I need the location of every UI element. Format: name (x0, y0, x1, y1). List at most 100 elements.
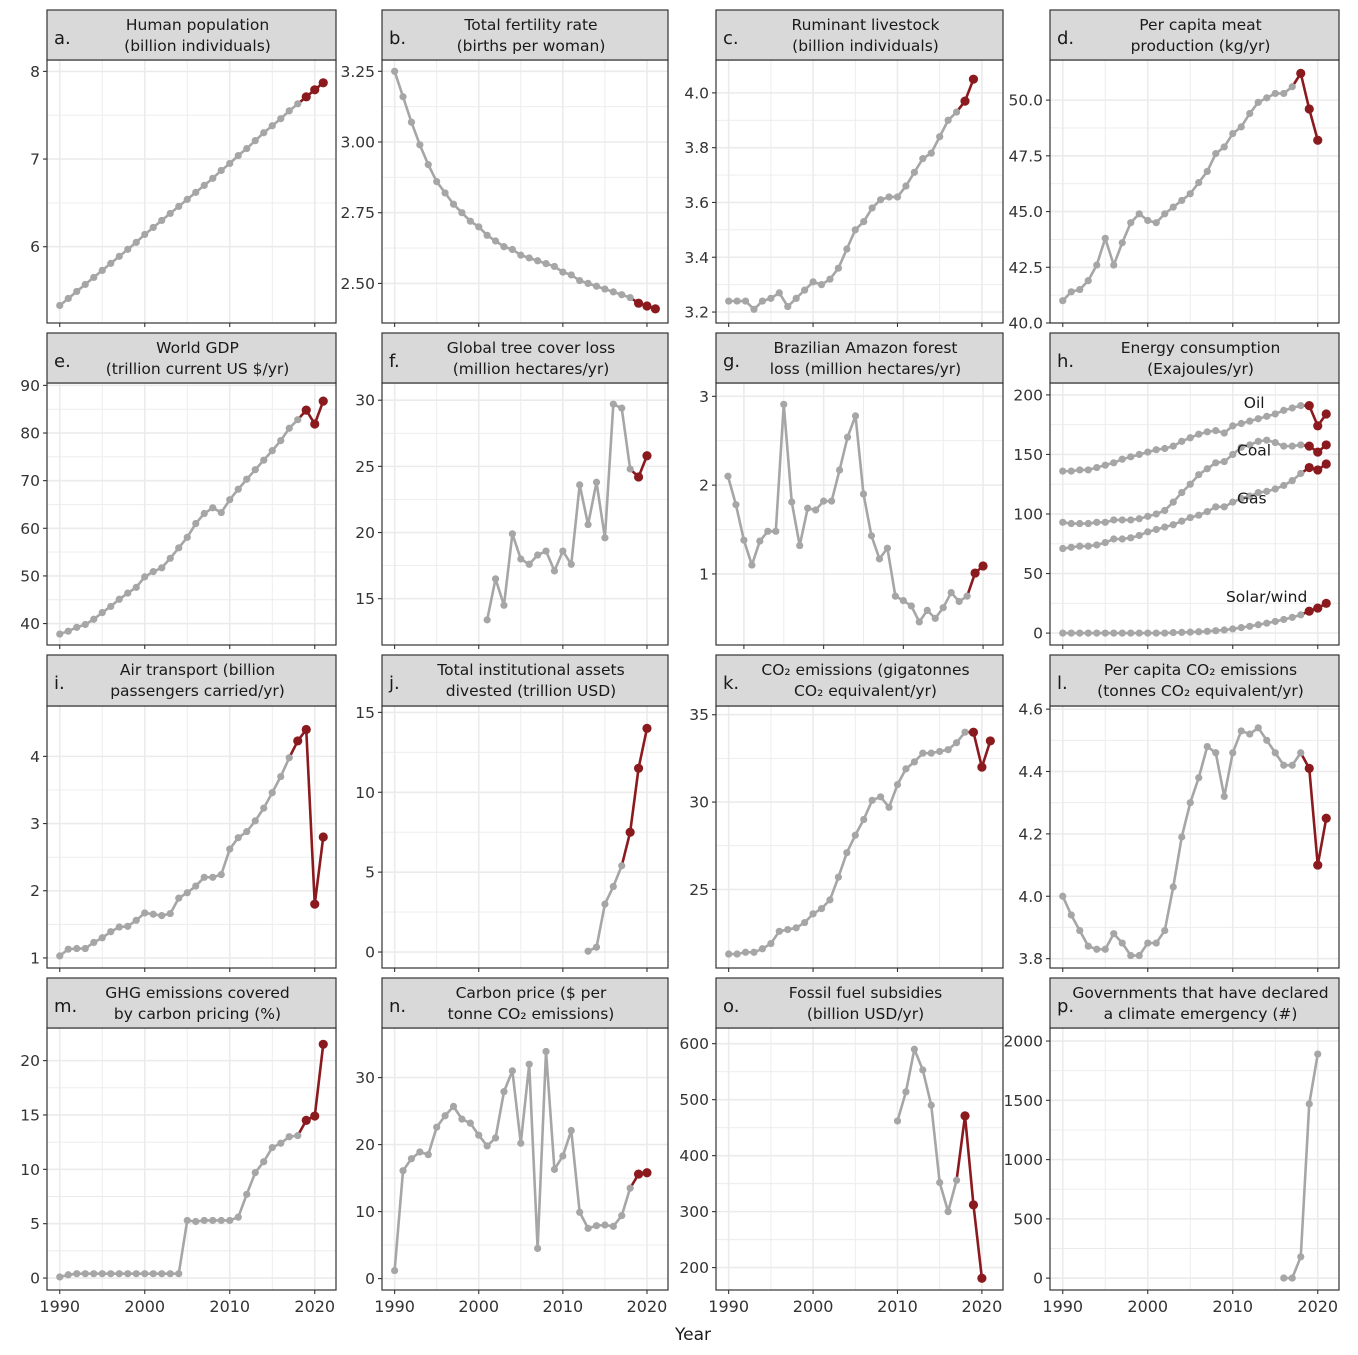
panel-l-series-0-point (1203, 742, 1211, 751)
panel-m-series-0-recent-point (301, 1115, 311, 1126)
panel-j-series-0-recent-point (642, 723, 652, 733)
panel-a-series-0-point (277, 115, 285, 123)
panel-f: Global tree cover loss (million hectares/… (355, 332, 669, 649)
panel-c-series-0-point (877, 196, 885, 204)
panel-m-series-0-point (124, 1270, 132, 1278)
panel-h-series-coal-recent-point (1304, 441, 1314, 451)
panel-h-series-coal-point (1144, 512, 1152, 520)
panel-m-series-0-point (226, 1216, 234, 1225)
panel-j-series-0-point (618, 862, 626, 870)
panel-i-plot-area (47, 706, 336, 968)
panel-h-ytick-label: 50 (1023, 565, 1043, 583)
panel-e-series-0-point (260, 456, 268, 464)
panel-k-series-0-point (741, 948, 750, 956)
panel-g-series-0-point (843, 433, 852, 441)
panel-k-series-0-point (936, 747, 944, 756)
panel-e-strip (46, 332, 337, 384)
panel-f-ytick-label: 25 (355, 458, 375, 476)
panel-k-series-0-point (784, 925, 792, 934)
panel-h-series-coal-point (1152, 510, 1160, 518)
panel-i-series-0-point (217, 871, 225, 879)
panel-h-series-coal-point (1118, 516, 1126, 524)
panel-m-series-0-point (251, 1168, 259, 1177)
panel-l-ytick-label: 4.4 (1018, 763, 1043, 781)
panel-n-series-0-point (449, 1102, 458, 1110)
panel-a-series-0-point (81, 280, 89, 289)
panel-i-series-0-point (285, 754, 293, 762)
panel-h-series-coal-point (1229, 450, 1237, 459)
panel-p-series-0-point (1280, 1274, 1288, 1282)
panel-c-series-0-point (826, 275, 834, 283)
panel-g-ytick-label: 1 (699, 565, 709, 583)
panel-c-plot-area (716, 60, 1003, 323)
panel-d-ytick-label: 42.5 (1008, 259, 1043, 277)
panel-a-series-0-point (64, 294, 72, 303)
panel-n-plot-area (382, 1028, 668, 1290)
panel-l-series-0-point (1212, 749, 1220, 757)
panel-b-title-line: (births per woman) (457, 37, 606, 55)
panel-b-series-0-point (525, 254, 533, 262)
panel-d-series-0-point (1263, 94, 1271, 102)
panel-n-series-0-point (550, 1165, 559, 1173)
panel-m-ytick-label: 10 (20, 1161, 40, 1179)
panel-n-series-0-point (618, 1212, 626, 1220)
panel-d-series-0-point (1084, 277, 1092, 285)
panel-l-series-0-point (1169, 883, 1177, 891)
panel-e-series-0-point (115, 595, 123, 603)
panel-a-series-0-point (132, 238, 140, 246)
panel-h-series-coal-point (1110, 516, 1118, 524)
panel-k-series-0-point (775, 927, 783, 935)
panel-l-series-0-point (1076, 926, 1084, 935)
panel-m-series-0-point (98, 1270, 106, 1278)
panel-m-series-0-point (294, 1132, 302, 1140)
panel-g-series-0-point (820, 497, 828, 505)
panel-d-series-0-point (1059, 297, 1067, 305)
panel-h-series-solar-wind-point (1059, 629, 1067, 637)
panel-j-plot-area (382, 706, 668, 968)
panel-a-letter: a. (54, 28, 71, 49)
panel-h-series-oil-point (1254, 415, 1262, 423)
panel-l-series-0-point (1152, 939, 1160, 947)
panel-b-series-0-point (483, 231, 491, 239)
panel-h-series-solar-wind-point (1220, 626, 1228, 634)
panel-d-series-0-point (1178, 196, 1186, 205)
panel-o-series-0-point (910, 1045, 918, 1053)
panel-b-series-0-point (508, 245, 516, 254)
panel-e-series-0-point (132, 583, 140, 591)
panel-e: World GDP (trillion current US $/yr) e. 40 5… (20, 332, 337, 649)
panel-o-ytick-label: 200 (679, 1259, 709, 1277)
panel-b-series-0-point (449, 200, 458, 208)
panel-a-series-0-recent-point (310, 85, 320, 95)
panel-p-series-0-point (1297, 1253, 1305, 1261)
panel-o-title-line: Fossil fuel subsidies (789, 984, 942, 1002)
panel-h-series-oil-point (1203, 428, 1211, 436)
panel-e-series-0-point (81, 620, 89, 629)
panel-d-series-0-point (1186, 190, 1194, 198)
panel-n-series-0-point (500, 1088, 508, 1096)
panel-i-ytick-label: 2 (30, 882, 40, 900)
panel-h-series-solar-wind-point (1127, 629, 1135, 637)
panel-p-ytick-label: 500 (1013, 1210, 1043, 1228)
panel-f-ytick-label: 15 (355, 590, 375, 608)
panel-e-series-0-point (183, 533, 191, 541)
panel-n-series-0-point (576, 1208, 584, 1216)
panel-c-series-0-point (919, 155, 927, 163)
panel-m-series-0-point (107, 1270, 115, 1278)
panel-d-series-0-recent-point (1304, 104, 1314, 114)
panel-c-series-0-point (868, 204, 876, 212)
panel-h-series-oil-point (1110, 459, 1118, 467)
panel-n-ytick-label: 0 (365, 1270, 375, 1288)
panel-e-series-0-point (209, 504, 217, 512)
panel-c-ytick-label: 3.8 (684, 139, 709, 157)
panel-d-series-0-point (1093, 261, 1101, 269)
panel-f-series-0-point (609, 400, 617, 408)
panel-c-series-0-recent-point (960, 96, 970, 106)
panel-d-title-line: production (kg/yr) (1131, 37, 1271, 55)
panel-g-title-line: Brazilian Amazon forest (773, 339, 957, 357)
panel-l-series-0-recent-point (1321, 813, 1331, 823)
panel-h-series-solar-wind-point (1067, 629, 1075, 637)
panel-h-series-coal-point (1203, 465, 1211, 473)
panel-a-strip (46, 9, 337, 61)
panel-h-series-coal-point (1178, 488, 1186, 497)
panel-n-series-0-point (491, 1134, 500, 1142)
